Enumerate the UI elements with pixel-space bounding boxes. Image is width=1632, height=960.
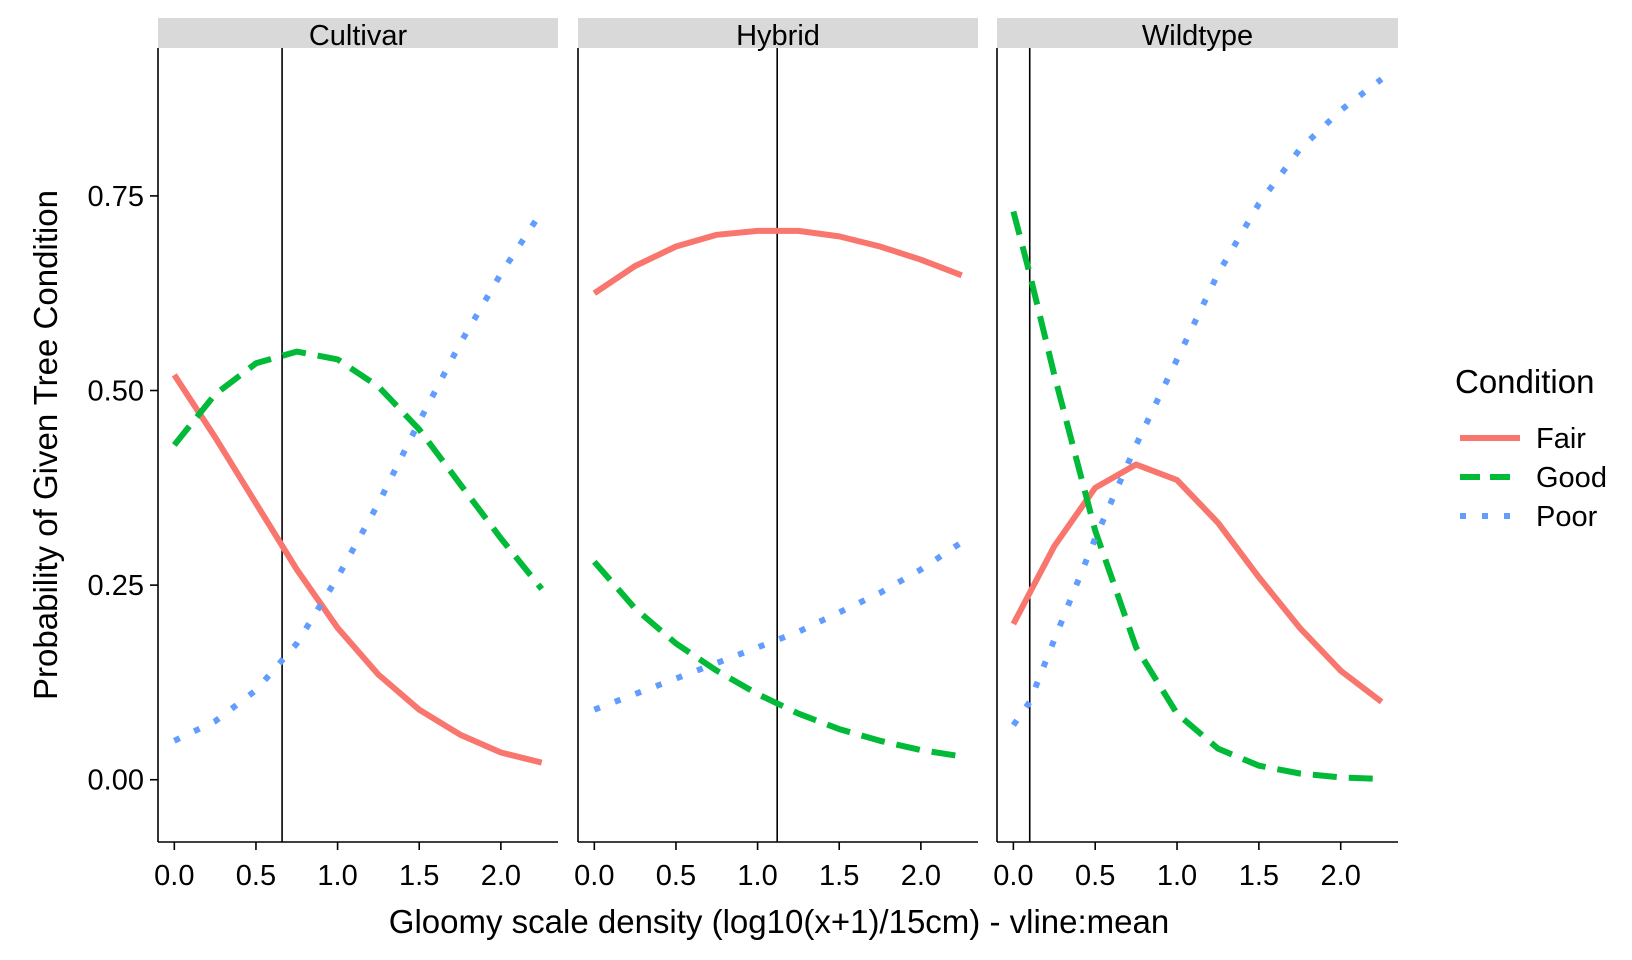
legend: Condition Fair Good Poor [1455, 363, 1607, 533]
facet-strip-label: Cultivar [309, 20, 408, 52]
legend-label-good: Good [1536, 462, 1607, 494]
series-line-fair [171, 373, 543, 766]
series-line-good [1010, 210, 1382, 782]
legend-label-poor: Poor [1536, 501, 1598, 533]
x-tick-label: 1.5 [819, 860, 859, 892]
facet-strip [997, 18, 1398, 48]
x-tick-label: 2.0 [901, 860, 941, 892]
series-line-fair [592, 227, 963, 296]
y-tick-label: 0.00 [88, 765, 144, 797]
facet-strip [578, 18, 978, 48]
x-tick-label: 0.5 [656, 860, 696, 892]
x-tick-label: 2.0 [1321, 860, 1361, 892]
series-line-poor [593, 539, 964, 713]
y-tick-label: 0.75 [88, 181, 144, 213]
legend-label-fair: Fair [1536, 423, 1586, 455]
x-axis-title: Gloomy scale density (log10(x+1)/15cm) -… [389, 903, 1169, 940]
x-tick-label: 1.5 [399, 860, 439, 892]
x-tick-label: 0.5 [1075, 860, 1115, 892]
series-line-fair [1010, 461, 1384, 705]
facet-panel-cultivar: Cultivar 0.0 0.5 1.0 1.5 2.0 0.00 0.25 0.50 0.75 [88, 18, 558, 892]
facet-strip-label: Wildtype [1142, 20, 1253, 52]
x-tick-label: 0.0 [993, 860, 1033, 892]
x-tick-label: 1.0 [1157, 860, 1197, 892]
series-line-poor [1010, 76, 1384, 727]
x-tick-label: 0.0 [154, 860, 194, 892]
x-tick-label: 2.0 [481, 860, 521, 892]
x-tick-label: 0.0 [574, 860, 614, 892]
x-tick-label: 1.0 [317, 860, 357, 892]
y-tick-label: 0.25 [88, 570, 144, 602]
series-line-good [592, 559, 963, 760]
x-tick-label: 1.0 [737, 860, 777, 892]
x-tick-label: 0.5 [236, 860, 276, 892]
facet-strip-label: Hybrid [736, 20, 820, 52]
facet-strip [158, 18, 558, 48]
y-tick-label: 0.50 [88, 376, 144, 408]
facet-panel-hybrid: Hybrid 0.0 0.5 1.0 1.5 2.0 [574, 18, 978, 892]
x-tick-label: 1.5 [1239, 860, 1279, 892]
facet-panel-wildtype: Wildtype 0.0 0.5 1.0 1.5 2.0 [993, 18, 1398, 892]
panels-layer: Cultivar 0.0 0.5 1.0 1.5 2.0 0.00 0.25 0.50 0.75 H… [88, 18, 1398, 892]
y-axis-title: Probability of Given Tree Condition [27, 190, 64, 700]
legend-title: Condition [1455, 363, 1594, 400]
series-line-poor [173, 209, 545, 744]
series-line-good [171, 348, 545, 591]
